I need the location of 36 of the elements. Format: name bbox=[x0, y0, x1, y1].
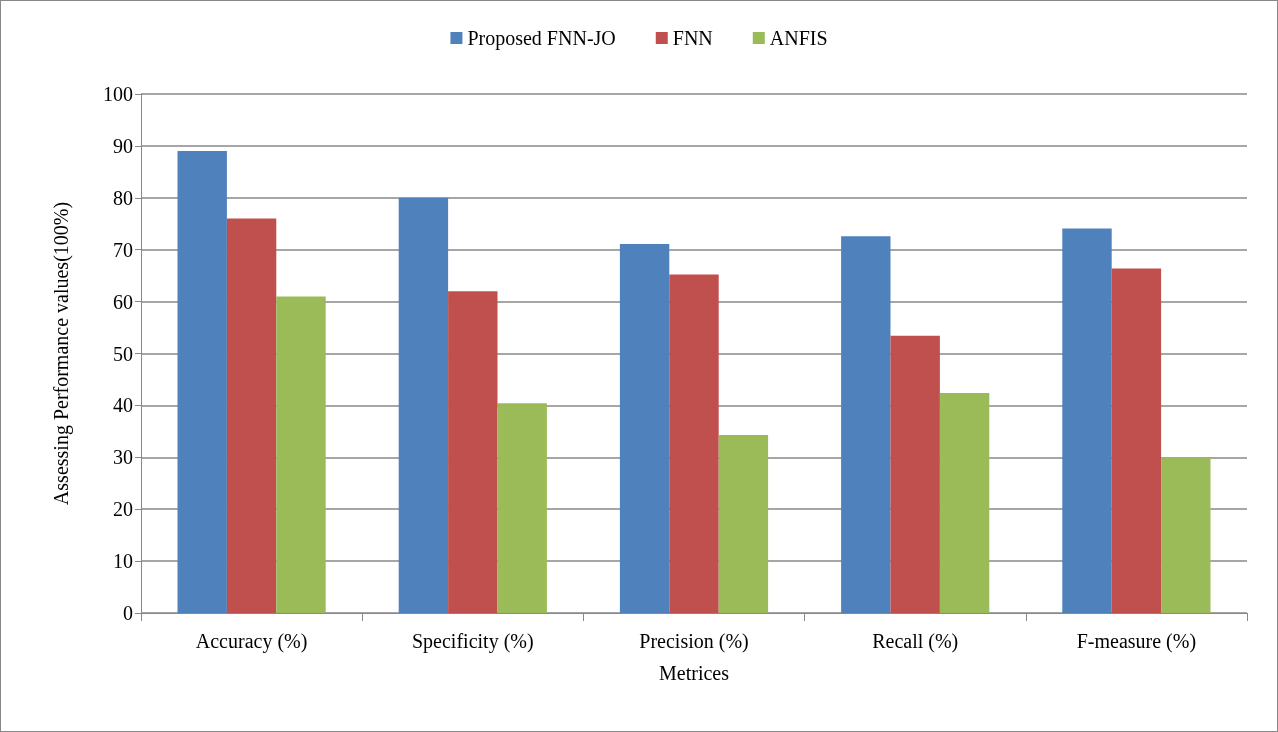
x-tick-label: F-measure (%) bbox=[1076, 630, 1197, 653]
y-tick-label: 30 bbox=[113, 446, 133, 469]
bar bbox=[398, 197, 449, 613]
y-tick-label: 70 bbox=[113, 238, 133, 261]
legend-label: FNN bbox=[672, 27, 713, 49]
bar bbox=[1062, 228, 1112, 613]
bar bbox=[841, 236, 891, 613]
bar bbox=[890, 335, 940, 613]
x-tick-label: Specificity (%) bbox=[411, 630, 534, 653]
y-tick-label: 20 bbox=[113, 498, 133, 521]
bar bbox=[448, 291, 498, 613]
y-axis-title: Assessing Performance values(100%) bbox=[50, 201, 73, 506]
x-axis-title: Metrices bbox=[659, 662, 730, 684]
y-tick-label: 40 bbox=[113, 394, 133, 417]
bar bbox=[1161, 457, 1211, 613]
bar bbox=[669, 274, 719, 613]
x-tick-label: Accuracy (%) bbox=[195, 630, 308, 653]
bar bbox=[226, 218, 277, 613]
bar bbox=[718, 434, 769, 613]
bar bbox=[177, 151, 227, 613]
bar bbox=[939, 392, 990, 613]
y-tick-label: 90 bbox=[113, 134, 133, 157]
bar bbox=[619, 243, 670, 613]
y-tick-label: 100 bbox=[103, 83, 133, 105]
y-tick-label: 10 bbox=[113, 550, 133, 573]
legend-label: ANFIS bbox=[769, 27, 828, 49]
bar bbox=[497, 403, 547, 613]
x-tick-label: Recall (%) bbox=[872, 630, 959, 653]
y-tick-label: 80 bbox=[113, 186, 133, 209]
bar bbox=[1111, 268, 1162, 613]
bar bbox=[276, 296, 326, 613]
x-tick-label: Precision (%) bbox=[639, 630, 749, 653]
y-tick-label: 50 bbox=[113, 342, 133, 365]
legend-label: Proposed FNN-JO bbox=[467, 27, 616, 50]
y-tick-label: 0 bbox=[123, 602, 133, 624]
y-tick-label: 60 bbox=[113, 290, 133, 313]
